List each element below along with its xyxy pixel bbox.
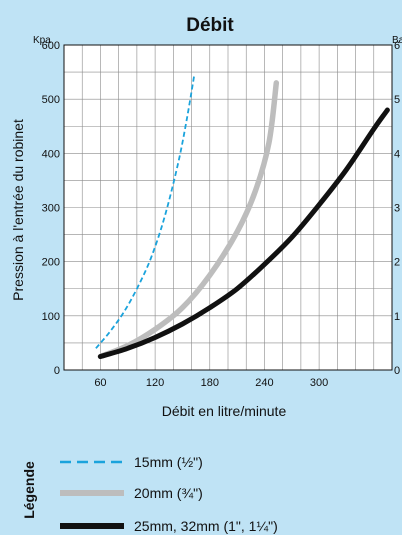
y-tick-label-right: 4 xyxy=(394,148,400,160)
x-tick-label: 180 xyxy=(201,377,219,389)
series xyxy=(95,74,390,360)
x-tick-label: 240 xyxy=(255,377,273,389)
y-tick-label-left: 400 xyxy=(42,148,60,160)
plot-border xyxy=(63,44,393,371)
y-axis-title: Pression à l'entrée du robinet xyxy=(10,119,26,301)
legend: 15mm (½") 20mm (¾") 25mm, 32mm (1", 1¼") xyxy=(60,454,278,534)
legend-title: Légende xyxy=(21,461,37,519)
series-line-3 xyxy=(97,107,390,359)
y-tick-label-left: 600 xyxy=(42,40,60,52)
y-tick-label-left: 500 xyxy=(42,94,60,106)
y-tick-label-right: 0 xyxy=(394,365,400,377)
series-line-1 xyxy=(95,74,196,349)
y-tick-label-right: 6 xyxy=(394,40,400,52)
chart-title: Débit xyxy=(186,15,234,36)
y-tick-label-right: 3 xyxy=(394,203,400,215)
ticks: 60 120 180 240 300 0 100 200 300 400 500 600 0 1 2 3 4 5 6 xyxy=(42,40,400,389)
y-unit-left: Kpa xyxy=(33,35,51,46)
y-tick-label-left: 300 xyxy=(42,203,60,215)
grid xyxy=(64,45,392,370)
x-tick-label: 300 xyxy=(310,377,328,389)
y-tick-label-left: 0 xyxy=(54,365,60,377)
y-tick-label-right: 2 xyxy=(394,257,400,269)
x-tick-label: 60 xyxy=(94,377,106,389)
series-line-2 xyxy=(97,80,280,360)
legend-label-2: 20mm (¾") xyxy=(134,485,203,501)
y-unit-right: Bar xyxy=(392,35,402,46)
y-tick-label-left: 100 xyxy=(42,311,60,323)
y-tick-label-right: 1 xyxy=(394,311,400,323)
legend-label-1: 15mm (½") xyxy=(134,454,203,470)
y-tick-label-right: 5 xyxy=(394,94,400,106)
y-tick-label-left: 200 xyxy=(42,257,60,269)
x-tick-label: 120 xyxy=(146,377,164,389)
legend-label-3: 25mm, 32mm (1", 1¼") xyxy=(134,518,278,534)
x-axis-title: Débit en litre/minute xyxy=(162,403,287,419)
